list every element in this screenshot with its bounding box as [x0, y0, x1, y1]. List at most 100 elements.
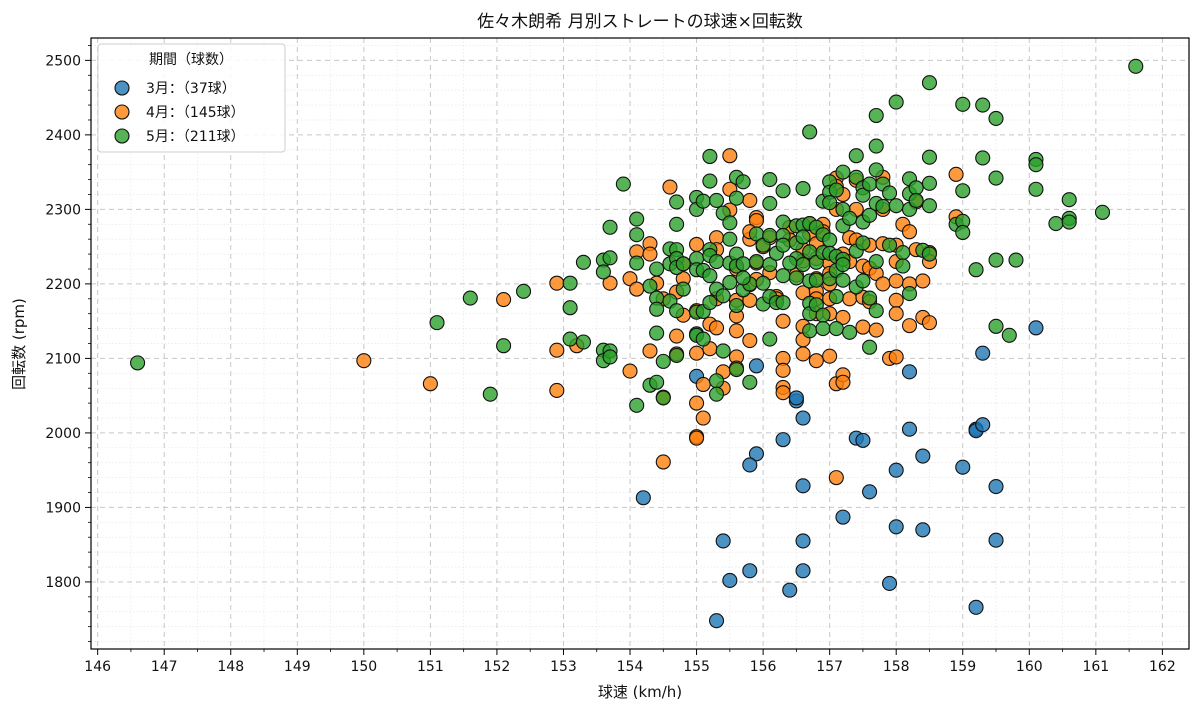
data-point: [635, 490, 651, 506]
data-point: [675, 281, 691, 297]
data-point: [795, 563, 811, 579]
data-point: [915, 448, 931, 464]
data-point: [828, 182, 844, 198]
data-point: [988, 479, 1004, 495]
x-tick-label: 147: [151, 659, 178, 675]
data-point: [496, 338, 512, 354]
x-tick-label: 159: [949, 659, 976, 675]
data-point: [715, 533, 731, 549]
data-point: [888, 519, 904, 535]
data-point: [622, 363, 638, 379]
data-point: [835, 509, 851, 525]
data-point: [762, 195, 778, 211]
data-point: [802, 124, 818, 140]
data-point: [649, 325, 665, 341]
data-point: [862, 207, 878, 223]
x-tick-label: 152: [484, 659, 511, 675]
data-point: [762, 256, 778, 273]
data-point: [728, 362, 745, 378]
data-point: [649, 261, 665, 277]
legend-marker: [114, 80, 130, 96]
series-3: [130, 58, 1144, 413]
data-point: [1128, 58, 1144, 74]
data-point: [815, 307, 831, 323]
data-point: [562, 331, 578, 347]
data-point: [649, 301, 665, 317]
data-point: [888, 198, 904, 214]
data-point: [642, 343, 658, 359]
y-tick-label: 2300: [45, 202, 81, 218]
legend-box: [97, 43, 286, 153]
data-point: [496, 291, 512, 308]
data-point: [748, 446, 765, 462]
data-point: [802, 323, 818, 339]
data-point: [835, 272, 851, 288]
data-point: [855, 187, 871, 203]
data-point: [895, 258, 911, 274]
data-point: [735, 270, 751, 286]
legend-title: 期間（球数）: [149, 52, 233, 68]
data-point: [1028, 320, 1044, 336]
data-point: [775, 237, 791, 253]
y-tick-label: 1800: [45, 575, 81, 591]
data-point: [868, 138, 884, 154]
x-tick-label: 150: [350, 659, 377, 675]
data-point: [642, 246, 658, 262]
data-point: [728, 190, 745, 206]
data-point: [695, 376, 711, 393]
data-point: [602, 219, 618, 235]
data-point: [921, 175, 938, 191]
data-point: [888, 462, 904, 478]
data-point: [515, 283, 532, 299]
data-point: [988, 110, 1004, 127]
legend-label: 4月：（145球）: [146, 105, 245, 121]
x-tick-label: 148: [217, 659, 244, 675]
data-point: [908, 180, 924, 196]
data-point: [808, 272, 824, 288]
data-points: [130, 58, 1144, 629]
data-point: [835, 256, 851, 273]
data-point: [842, 210, 858, 226]
data-point: [689, 395, 705, 411]
y-tick-label: 2200: [45, 277, 81, 293]
data-point: [988, 170, 1004, 186]
data-point: [629, 281, 645, 297]
data-point: [855, 319, 871, 335]
data-point: [855, 273, 871, 289]
data-point: [868, 107, 884, 124]
data-point: [775, 362, 791, 378]
data-point: [901, 318, 918, 334]
data-point: [562, 300, 578, 316]
data-point: [835, 374, 851, 390]
data-point: [775, 432, 791, 448]
data-point: [728, 297, 745, 314]
data-point: [788, 270, 804, 286]
data-point: [1048, 215, 1064, 232]
data-point: [482, 386, 498, 402]
data-point: [888, 349, 904, 365]
data-point: [888, 306, 904, 322]
data-point: [549, 275, 565, 291]
data-point: [649, 374, 665, 390]
data-point: [722, 148, 738, 164]
data-point: [835, 164, 851, 180]
data-point: [795, 478, 811, 494]
data-point: [695, 193, 711, 209]
data-point: [702, 294, 718, 311]
data-point: [901, 421, 918, 437]
data-point: [901, 224, 918, 240]
data-point: [881, 575, 898, 591]
data-point: [875, 276, 891, 292]
x-tick-label: 162: [1149, 659, 1176, 675]
data-point: [642, 278, 658, 294]
data-point: [602, 250, 618, 266]
data-point: [742, 563, 758, 579]
data-point: [1094, 204, 1111, 220]
x-tick-label: 161: [1082, 659, 1109, 675]
data-point: [708, 373, 725, 389]
data-point: [822, 348, 838, 364]
x-tick-label: 158: [883, 659, 910, 675]
data-point: [762, 331, 778, 347]
data-point: [722, 572, 738, 588]
data-point: [462, 290, 478, 306]
